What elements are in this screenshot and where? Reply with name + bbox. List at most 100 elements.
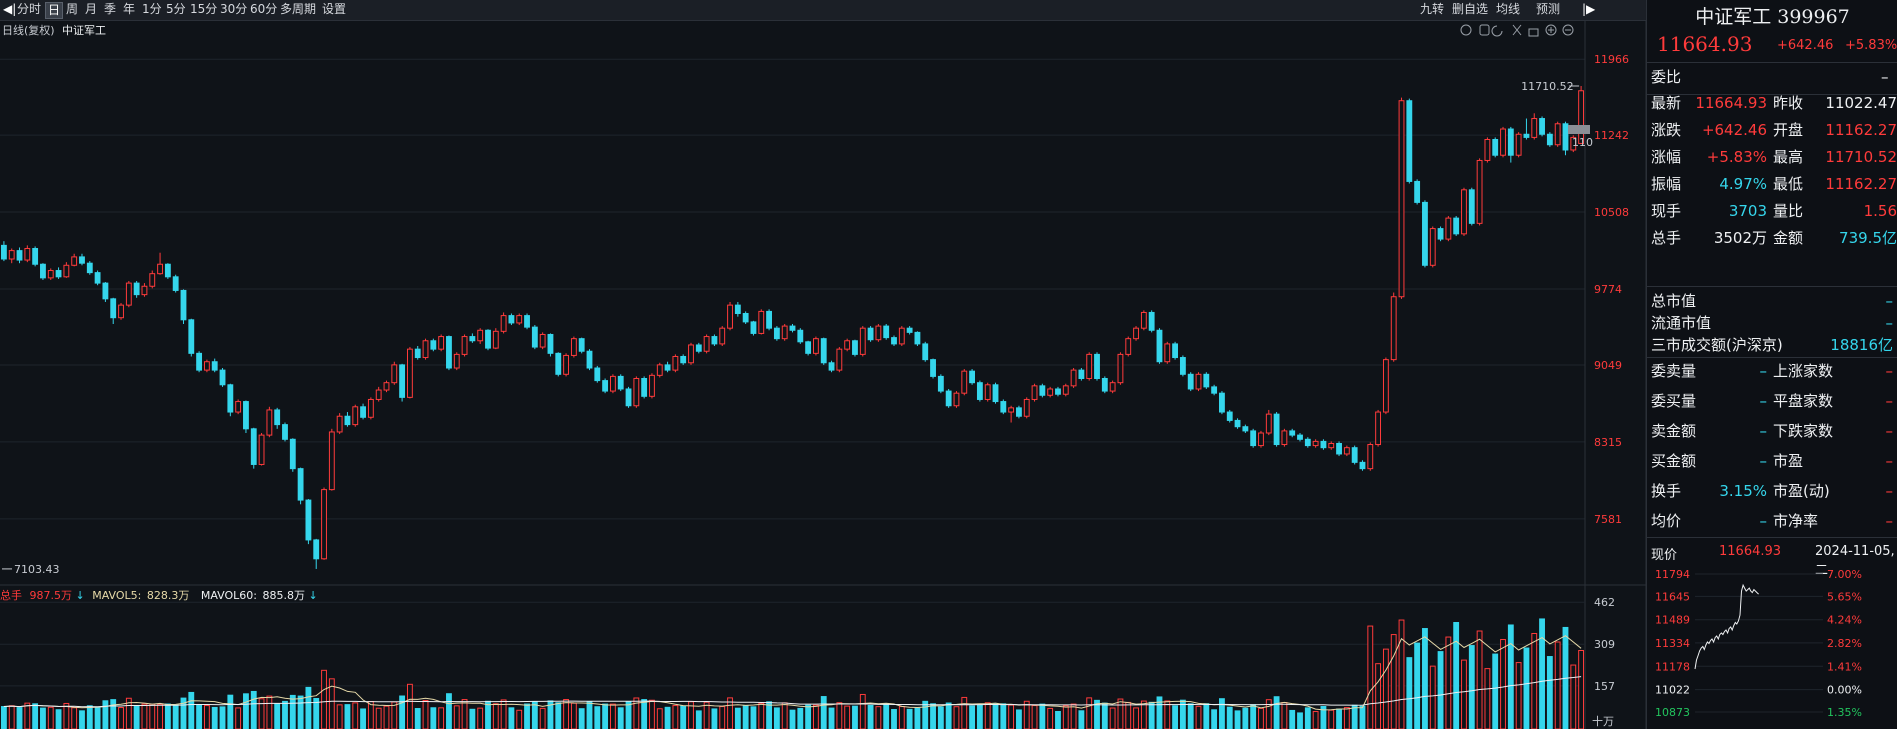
quote-value: 1.56 <box>1863 202 1897 220</box>
candle <box>63 264 70 278</box>
candle <box>1226 411 1233 421</box>
volume-bar <box>1468 645 1475 729</box>
candle <box>40 263 46 279</box>
candle <box>391 364 398 384</box>
volume-bar <box>305 686 312 729</box>
candle <box>32 248 39 265</box>
candle <box>172 276 179 291</box>
volume-bar <box>1203 703 1210 729</box>
toolbar-menu-item-2[interactable]: 均线 <box>1496 2 1521 16</box>
period-tab-8[interactable]: 15分 <box>190 2 218 16</box>
expand-right-icon[interactable]: |▶ <box>1582 2 1596 16</box>
candle <box>305 499 312 541</box>
candle <box>945 390 952 407</box>
volume-bar <box>789 709 796 729</box>
period-tab-12[interactable]: 设置 <box>322 2 347 16</box>
volume-bar <box>1148 701 1155 729</box>
undo-icon[interactable] <box>1491 25 1503 37</box>
period-tab-2[interactable]: 周 <box>66 2 79 16</box>
quote-label: 现手 <box>1651 202 1682 220</box>
zoom-in-icon[interactable] <box>1545 24 1557 36</box>
period-tab-0[interactable]: 分时 <box>17 2 42 16</box>
lock-icon[interactable] <box>1528 28 1539 37</box>
volume-bar <box>649 699 655 729</box>
intraday-price-line <box>1694 583 1759 670</box>
candle <box>555 352 562 375</box>
volume-bar <box>1109 707 1116 729</box>
scissors-icon[interactable] <box>1512 24 1522 36</box>
candle <box>1109 382 1116 392</box>
candle <box>1546 133 1553 146</box>
candle <box>524 315 530 328</box>
candle <box>984 384 991 400</box>
candle <box>1343 447 1350 455</box>
volume-bar <box>1406 657 1413 729</box>
eye-icon[interactable] <box>1460 24 1472 36</box>
pair-value: 3.15% <box>1719 482 1767 500</box>
quote-value: +642.46 <box>1701 121 1767 139</box>
period-tab-11[interactable]: 多周期 <box>280 2 317 16</box>
candle <box>617 375 624 390</box>
volume-bar <box>1211 709 1218 729</box>
hand-icon[interactable] <box>1479 24 1490 36</box>
volume-bar <box>203 705 210 729</box>
quote-value: 11162.27 <box>1825 175 1897 193</box>
panel-change-pct: +5.83% <box>1845 38 1897 53</box>
candle <box>1476 159 1483 224</box>
candle <box>992 384 999 403</box>
volume-bar <box>188 691 195 729</box>
toolbar-menu-item-1[interactable]: 删自选 <box>1452 2 1489 16</box>
mini-price-value: 11664.93 <box>1719 544 1782 559</box>
candle <box>1468 189 1475 224</box>
period-tab-5[interactable]: 年 <box>123 2 136 16</box>
candle <box>1492 138 1499 156</box>
volume-bar <box>219 706 226 729</box>
candle <box>1062 385 1069 395</box>
period-tab-3[interactable]: 月 <box>85 2 98 16</box>
volume-bar <box>321 669 327 729</box>
volume-tick-label: 462 <box>1594 596 1615 609</box>
zoom-out-icon[interactable] <box>1562 24 1574 36</box>
mini-left-tick: 11334 <box>1655 637 1690 650</box>
volume-bar <box>1187 703 1194 729</box>
quote-value: 11710.52 <box>1825 148 1897 166</box>
volume-bar <box>922 700 929 729</box>
period-tab-7[interactable]: 5分 <box>166 2 186 16</box>
volume-tick-label: 309 <box>1594 638 1615 651</box>
volume-bar <box>1429 665 1436 729</box>
toolbar-menu-item-3[interactable]: 预测 <box>1536 2 1561 16</box>
candle <box>47 270 54 279</box>
candle <box>1484 138 1491 161</box>
market-value: 18816亿 <box>1830 336 1893 354</box>
volume-bar <box>976 704 983 729</box>
pair-value: – <box>1885 512 1894 530</box>
candle <box>71 256 78 266</box>
expand-left-icon[interactable]: ◀| <box>3 2 17 16</box>
period-tab-1[interactable]: 日 <box>45 2 64 19</box>
candle <box>898 327 905 345</box>
candle <box>688 344 694 364</box>
volume-bar <box>844 705 851 729</box>
mini-right-tick: 1.35% <box>1827 706 1862 719</box>
volume-bar <box>164 703 171 729</box>
volume-bar <box>438 707 445 729</box>
candle <box>1187 373 1194 390</box>
volume-bar <box>1570 664 1577 729</box>
volume-bar <box>1578 650 1585 729</box>
volume-bar <box>94 707 101 729</box>
volume-bar <box>1492 653 1499 729</box>
period-tab-6[interactable]: 1分 <box>142 2 162 16</box>
volume-bar <box>446 693 452 729</box>
period-tab-9[interactable]: 30分 <box>220 2 248 16</box>
volume-layer <box>0 618 1585 729</box>
volume-bar <box>391 701 398 729</box>
toolbar-menu-item-0[interactable]: 九转 <box>1420 2 1445 16</box>
candle <box>289 438 296 470</box>
candle <box>110 298 117 319</box>
period-tab-4[interactable]: 季 <box>104 2 117 16</box>
mini-price-label: 现价 <box>1651 548 1678 563</box>
volume-bar <box>133 705 140 729</box>
y-tick-label: 11242 <box>1594 129 1629 142</box>
period-tab-10[interactable]: 60分 <box>250 2 278 16</box>
volume-bar <box>539 707 546 729</box>
